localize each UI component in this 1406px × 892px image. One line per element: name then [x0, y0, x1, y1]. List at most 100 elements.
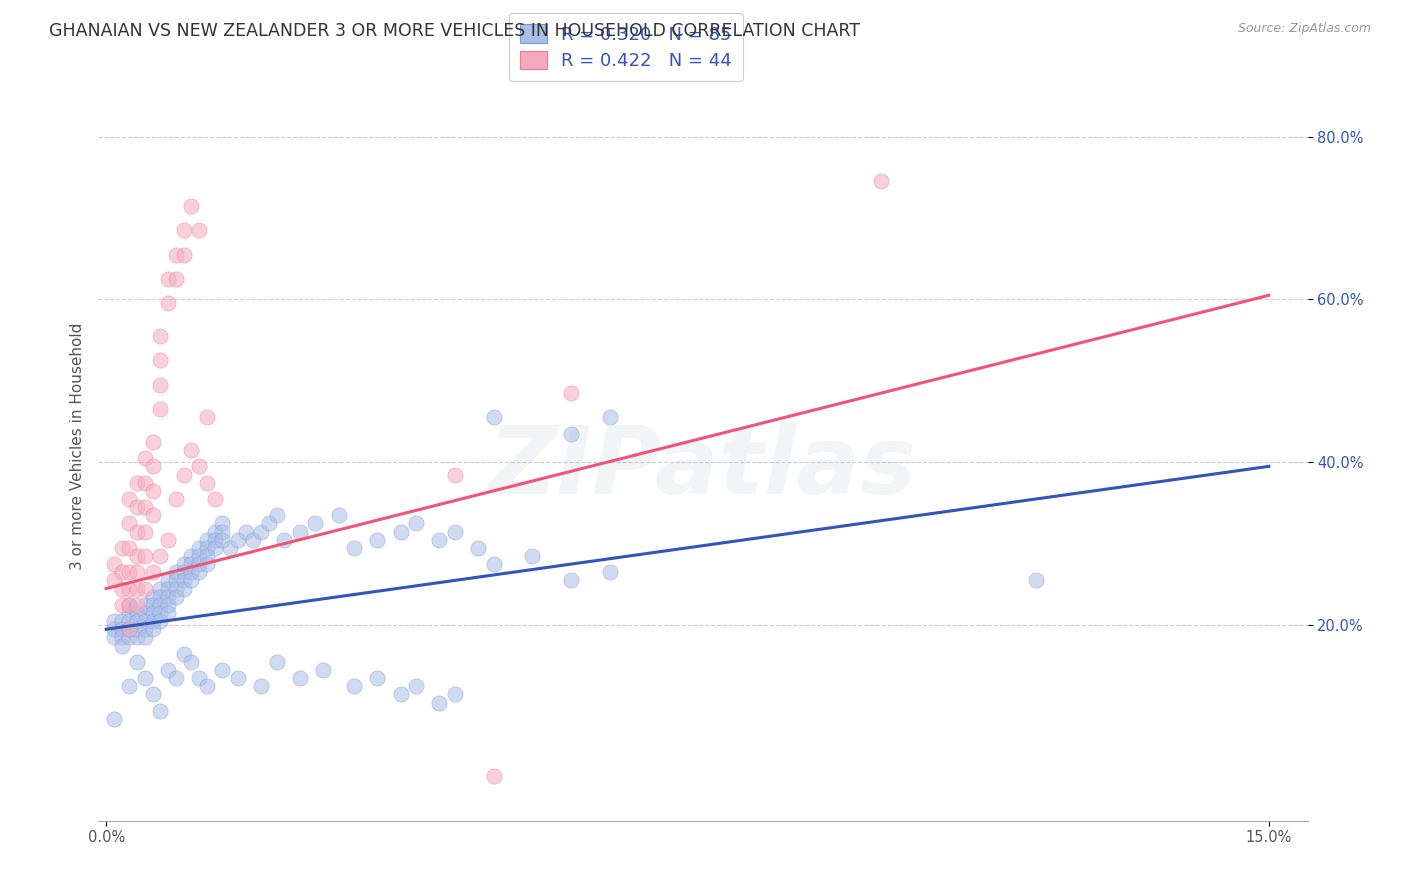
Point [273, 533, 295, 547]
Point [560, 386, 582, 401]
Point [142, 622, 165, 636]
Point [343, 679, 366, 693]
Point [165, 247, 187, 261]
Point [288, 671, 311, 685]
Point [389, 687, 412, 701]
Point [127, 524, 149, 539]
Point [157, 598, 180, 612]
Point [103, 712, 125, 726]
Point [180, 199, 202, 213]
Point [180, 557, 202, 571]
Point [522, 549, 544, 563]
Point [173, 467, 195, 482]
Point [134, 671, 156, 685]
Point [870, 174, 893, 188]
Point [204, 524, 226, 539]
Point [134, 475, 156, 490]
Point [165, 671, 187, 685]
Point [127, 500, 149, 514]
Point [127, 655, 149, 669]
Point [211, 516, 233, 531]
Point [235, 524, 257, 539]
Point [180, 574, 202, 588]
Legend: R = 0.320   N = 85, R = 0.422   N = 44: R = 0.320 N = 85, R = 0.422 N = 44 [509, 13, 742, 81]
Point [142, 606, 165, 620]
Point [304, 516, 326, 531]
Point [118, 491, 141, 506]
Text: GHANAIAN VS NEW ZEALANDER 3 OR MORE VEHICLES IN HOUSEHOLD CORRELATION CHART: GHANAIAN VS NEW ZEALANDER 3 OR MORE VEHI… [49, 22, 860, 40]
Point [118, 631, 141, 645]
Point [134, 614, 156, 628]
Point [173, 582, 195, 596]
Point [405, 679, 427, 693]
Point [149, 614, 172, 628]
Point [204, 491, 226, 506]
Point [173, 647, 195, 661]
Point [149, 590, 172, 604]
Point [266, 508, 288, 523]
Point [188, 549, 211, 563]
Point [195, 541, 218, 555]
Point [127, 598, 149, 612]
Text: ZIPatlas: ZIPatlas [489, 423, 917, 515]
Point [173, 247, 195, 261]
Point [127, 631, 149, 645]
Point [149, 704, 172, 718]
Point [165, 582, 187, 596]
Point [157, 272, 180, 286]
Point [482, 410, 505, 425]
Point [111, 622, 134, 636]
Point [173, 574, 195, 588]
Point [219, 541, 242, 555]
Point [173, 557, 195, 571]
Point [266, 655, 288, 669]
Point [118, 598, 141, 612]
Point [165, 574, 187, 588]
Point [127, 582, 149, 596]
Point [118, 598, 141, 612]
Point [142, 483, 165, 498]
Point [165, 566, 187, 580]
Point [127, 614, 149, 628]
Point [134, 598, 156, 612]
Point [149, 378, 172, 392]
Point [157, 590, 180, 604]
Point [195, 475, 218, 490]
Point [149, 329, 172, 343]
Point [157, 663, 180, 677]
Point [127, 475, 149, 490]
Point [599, 410, 621, 425]
Point [103, 574, 125, 588]
Point [328, 508, 350, 523]
Point [142, 566, 165, 580]
Point [429, 696, 451, 710]
Point [250, 524, 273, 539]
Point [142, 459, 165, 474]
Point [599, 566, 621, 580]
Text: Source: ZipAtlas.com: Source: ZipAtlas.com [1237, 22, 1371, 36]
Point [482, 769, 505, 783]
Point [366, 671, 388, 685]
Point [142, 508, 165, 523]
Point [157, 574, 180, 588]
Point [134, 524, 156, 539]
Point [111, 582, 134, 596]
Point [366, 533, 388, 547]
Point [195, 533, 218, 547]
Point [389, 524, 412, 539]
Point [204, 541, 226, 555]
Point [195, 549, 218, 563]
Point [134, 549, 156, 563]
Point [134, 451, 156, 466]
Point [142, 598, 165, 612]
Point [142, 614, 165, 628]
Point [242, 533, 264, 547]
Point [444, 687, 467, 701]
Point [444, 524, 467, 539]
Point [188, 459, 211, 474]
Point [195, 679, 218, 693]
Point [149, 549, 172, 563]
Point [103, 557, 125, 571]
Point [195, 557, 218, 571]
Point [173, 223, 195, 237]
